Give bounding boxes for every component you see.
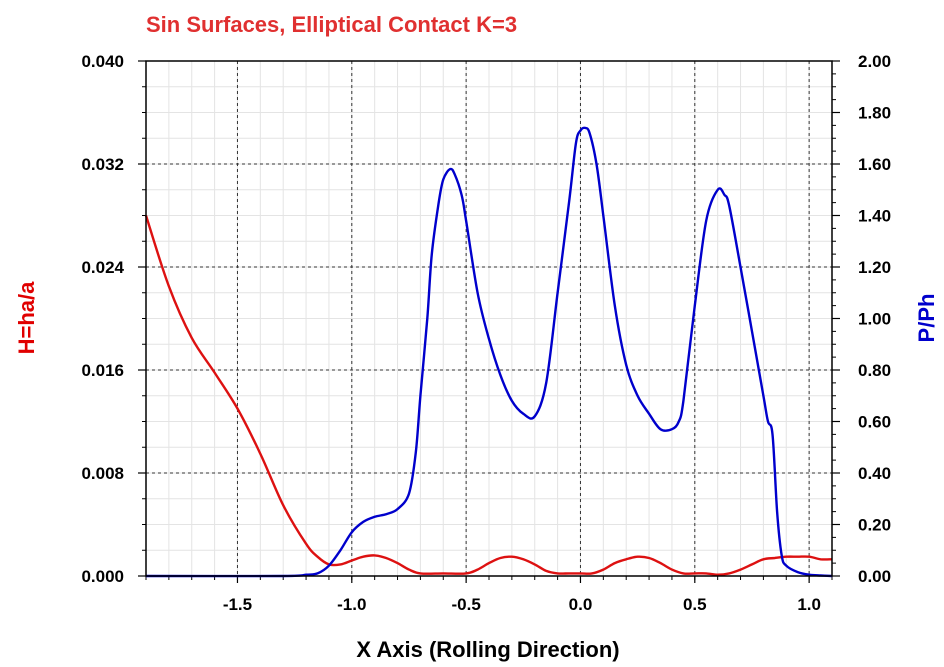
y-left-tick-label: 0.032 (81, 155, 124, 174)
y-right-tick-label: 1.00 (858, 310, 891, 329)
y-right-tick-label: 1.40 (858, 207, 891, 226)
y-left-tick-label: 0.040 (81, 52, 124, 71)
chart-title: Sin Surfaces, Elliptical Contact K=3 (146, 12, 517, 37)
x-axis-label: X Axis (Rolling Direction) (356, 637, 619, 662)
y-left-axis-label: H=ha/a (14, 281, 39, 355)
y-right-tick-label: 0.20 (858, 516, 891, 535)
y-left-tick-label: 0.016 (81, 361, 124, 380)
y-right-axis-label: P/Ph (914, 294, 939, 343)
y-left-tick-label: 0.008 (81, 464, 124, 483)
y-right-tick-label: 1.80 (858, 104, 891, 123)
minor-grid (145, 60, 833, 577)
x-tick-label: 0.5 (683, 595, 707, 614)
x-tick-label: 0.0 (569, 595, 593, 614)
y-right-tick-label: 1.60 (858, 155, 891, 174)
y-right-tick-label: 2.00 (858, 52, 891, 71)
x-tick-label: -1.0 (337, 595, 366, 614)
x-tick-label: -1.5 (223, 595, 252, 614)
pressure-line (145, 126, 833, 578)
tick-marks (138, 60, 840, 583)
plot-frame (145, 60, 833, 577)
x-tick-label: 1.0 (797, 595, 821, 614)
film-thickness-line (144, 215, 833, 576)
series-layer (144, 126, 833, 578)
y-right-tick-label: 1.20 (858, 258, 891, 277)
major-grid (146, 61, 832, 576)
y-right-tick-label: 0.60 (858, 413, 891, 432)
tick-labels: -1.5 -1.0 -0.5 0.0 0.5 1.0 0.000 0.008 0.016 0.02… (81, 52, 891, 614)
y-left-tick-label: 0.000 (81, 567, 124, 586)
x-tick-label: -0.5 (451, 595, 480, 614)
y-left-tick-label: 0.024 (81, 258, 124, 277)
y-right-tick-label: 0.80 (858, 361, 891, 380)
y-right-tick-label: 0.40 (858, 464, 891, 483)
y-right-tick-label: 0.00 (858, 567, 891, 586)
